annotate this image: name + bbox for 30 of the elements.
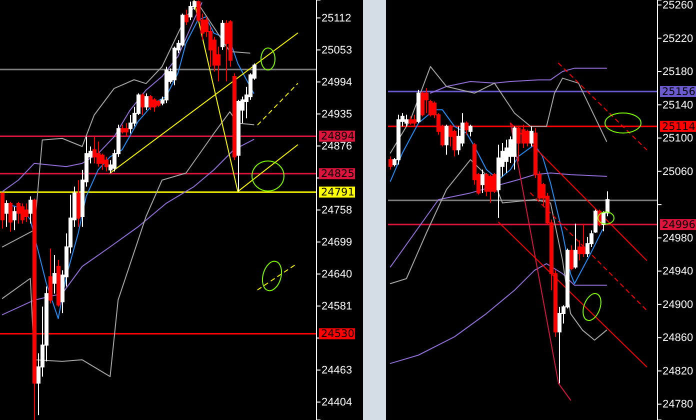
y-tick-label: 24876 xyxy=(322,140,352,152)
y-tick-label: 25053 xyxy=(322,44,352,56)
ref-line-label: 25114 xyxy=(662,120,696,133)
y-tick-label: 24404 xyxy=(322,396,352,409)
y-tick-label: 25100 xyxy=(662,132,694,145)
y-tick-label: 24699 xyxy=(322,236,352,249)
ref-line-label: 24894 xyxy=(321,130,355,143)
y-tick-label: 24994 xyxy=(322,76,352,88)
ref-line-label: 24530 xyxy=(321,328,354,340)
y-tick-label: 24640 xyxy=(322,268,352,281)
y-tick-label: 24935 xyxy=(322,108,352,120)
y-tick-label: 25180 xyxy=(662,66,694,78)
y-tick-label: 25060 xyxy=(662,166,694,178)
y-tick-label: 24758 xyxy=(322,204,352,217)
y-tick-label: 25140 xyxy=(662,99,694,112)
y-tick-label: 24980 xyxy=(662,232,694,244)
y-tick-label: 25260 xyxy=(662,0,694,12)
ref-line-label: 24996 xyxy=(662,219,696,232)
y-tick-label: 25220 xyxy=(662,32,694,45)
y-tick-label: 24940 xyxy=(662,266,694,278)
ref-line-label: 25156 xyxy=(662,86,696,98)
ref-line-label: 24825 xyxy=(321,168,354,180)
y-tick-label: 24820 xyxy=(662,365,694,378)
y-tick-label: 24581 xyxy=(322,300,352,313)
y-tick-label: 24900 xyxy=(662,298,694,311)
y-tick-label: 24463 xyxy=(322,364,352,377)
y-tick-label: 24780 xyxy=(662,398,694,411)
ref-line-label: 24791 xyxy=(321,186,354,199)
y-tick-label: 24860 xyxy=(662,332,694,344)
y-tick-label: 25112 xyxy=(322,12,352,24)
